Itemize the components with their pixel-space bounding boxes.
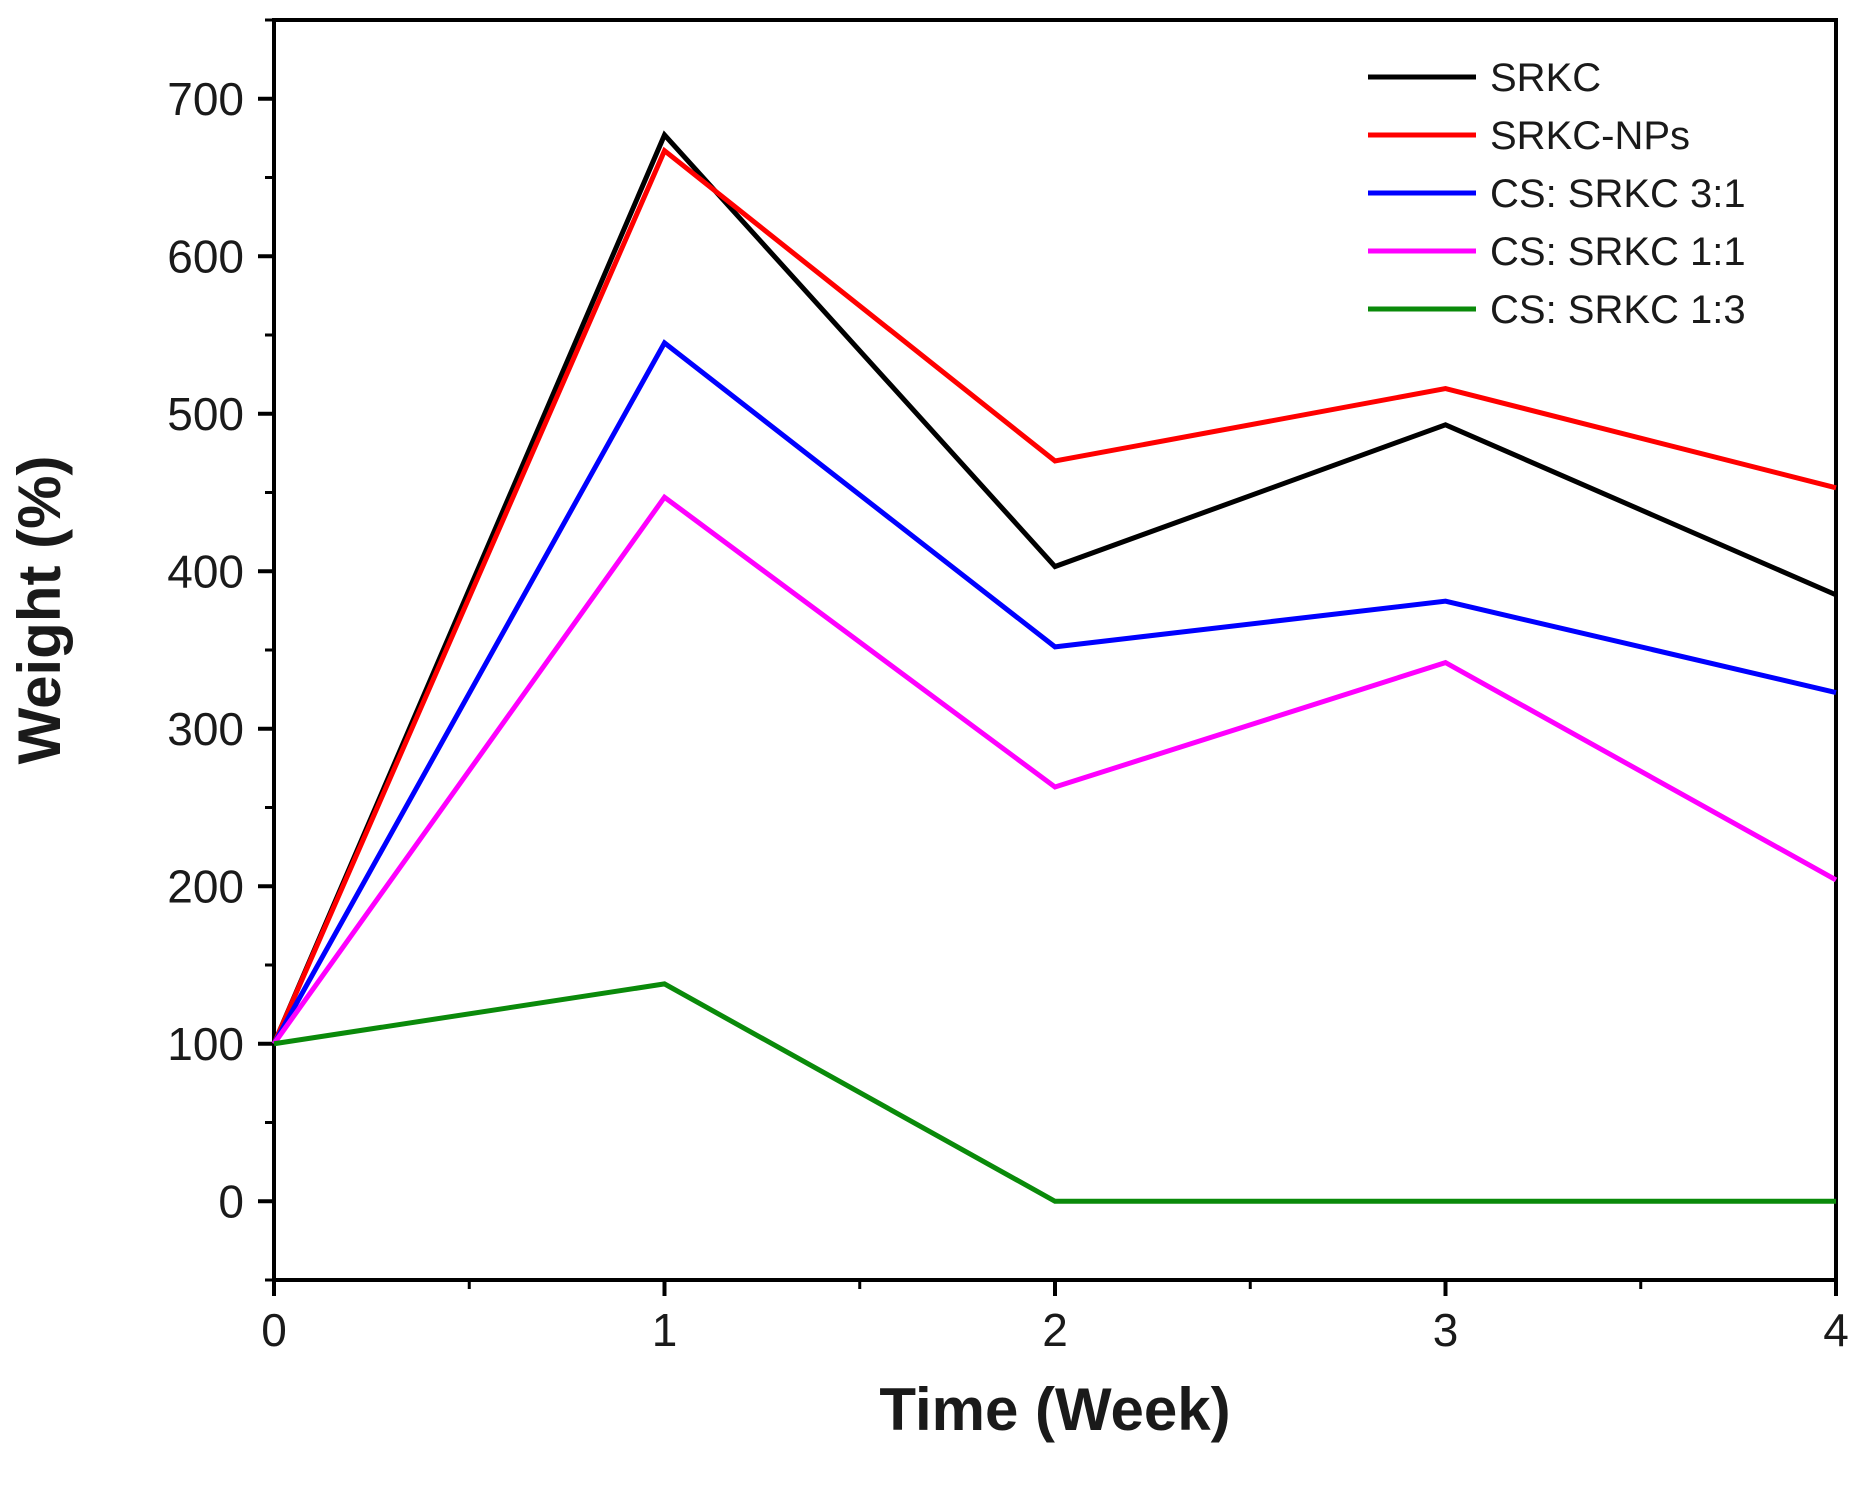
series-line-0: [271, 130, 1837, 1045]
y-tick-label: 0: [218, 1175, 244, 1227]
series-line-3: [271, 493, 1838, 1046]
y-tick-label: 600: [167, 230, 244, 282]
series-line-1: [271, 146, 1837, 1045]
legend-label: CS: SRKC 1:1: [1490, 230, 1746, 274]
x-tick-label: 0: [261, 1304, 287, 1356]
y-tick-label: 300: [167, 703, 244, 755]
x-tick-label: 1: [652, 1304, 678, 1356]
x-tick-label: 4: [1823, 1304, 1849, 1356]
y-axis-ticks: 0 100 200 300 400 500 600 700: [167, 18, 274, 1282]
legend-label: CS: SRKC 1:3: [1490, 288, 1746, 332]
legend-label: SRKC: [1490, 56, 1601, 100]
series-line-4: [273, 981, 1836, 1204]
y-tick-label: 400: [167, 545, 244, 597]
y-tick-label: 700: [167, 73, 244, 125]
legend-label: CS: SRKC 3:1: [1490, 172, 1746, 216]
series-lines: [271, 130, 1838, 1204]
x-tick-label: 2: [1042, 1304, 1068, 1356]
legend-label: SRKC-NPs: [1490, 114, 1690, 158]
x-axis-title: Time (Week): [879, 1376, 1230, 1443]
y-tick-label: 500: [167, 388, 244, 440]
x-tick-label: 3: [1433, 1304, 1459, 1356]
y-axis-title: Weight (%): [6, 456, 73, 765]
series-line-2: [271, 339, 1837, 1045]
y-tick-label: 100: [167, 1018, 244, 1070]
x-axis-ticks: 0 1 2 3 4: [261, 1280, 1849, 1356]
y-tick-label: 200: [167, 860, 244, 912]
legend: SRKC SRKC-NPs CS: SRKC 3:1 CS: SRKC 1:1 CS: …: [1368, 56, 1746, 332]
